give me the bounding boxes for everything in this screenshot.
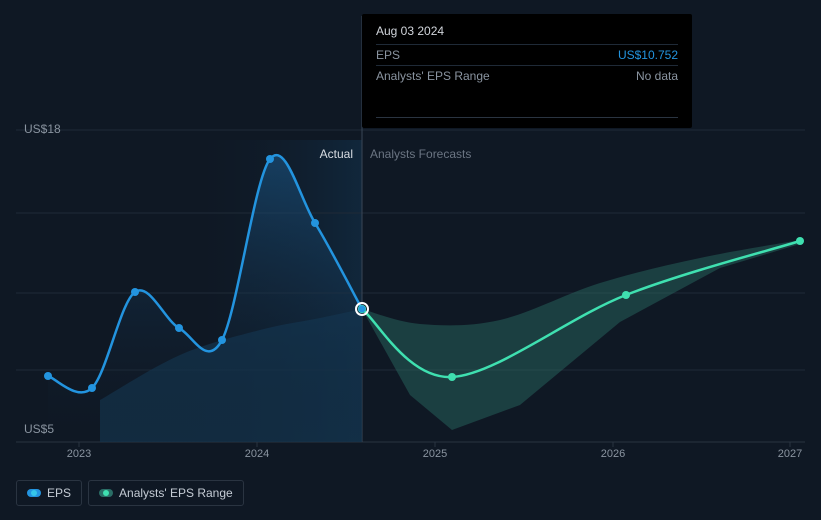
eps-chart: US$18 US$5 Actual Analysts Forecasts 202… bbox=[0, 0, 821, 520]
tooltip-row-value: No data bbox=[636, 69, 678, 83]
x-tick-label: 2026 bbox=[601, 448, 625, 460]
tooltip-row-value: US$10.752 bbox=[618, 48, 678, 62]
legend-label: Analysts' EPS Range bbox=[119, 486, 233, 500]
tooltip-row-label: Analysts' EPS Range bbox=[376, 69, 490, 83]
legend-label: EPS bbox=[47, 486, 71, 500]
x-tick-label: 2027 bbox=[778, 448, 802, 460]
legend: EPS Analysts' EPS Range bbox=[16, 480, 244, 506]
legend-swatch-range bbox=[99, 489, 113, 497]
x-tick-label: 2025 bbox=[423, 448, 447, 460]
legend-swatch-eps bbox=[27, 489, 41, 497]
tooltip-row-label: EPS bbox=[376, 48, 400, 62]
y-tick-label: US$5 bbox=[24, 422, 54, 436]
x-tick-label: 2024 bbox=[245, 448, 269, 460]
chart-tooltip: Aug 03 2024 EPS US$10.752 Analysts' EPS … bbox=[362, 14, 692, 128]
x-tick-label: 2023 bbox=[67, 448, 91, 460]
legend-item-eps[interactable]: EPS bbox=[16, 480, 82, 506]
section-label-actual: Actual bbox=[320, 147, 353, 161]
y-tick-label: US$18 bbox=[24, 122, 61, 136]
section-label-forecast: Analysts Forecasts bbox=[370, 147, 471, 161]
tooltip-date: Aug 03 2024 bbox=[376, 24, 678, 38]
legend-item-range[interactable]: Analysts' EPS Range bbox=[88, 480, 244, 506]
